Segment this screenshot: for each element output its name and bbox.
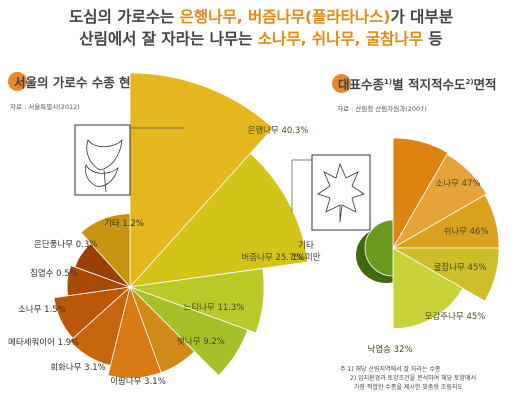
right-chart-title: 대표수종1)별 적지적수도2)면적 xyxy=(332,74,497,95)
slice-label-소나무: 소나무 47% xyxy=(435,179,480,189)
slice-소나무 xyxy=(392,137,449,250)
headline-text: 가 대부분 xyxy=(390,8,453,26)
slice-낙엽송 xyxy=(392,247,464,330)
slice-label-기타: 기타 1%미만 xyxy=(291,241,320,263)
headline-line-2: 산림에서 잘 자라는 나무는 소나무, 쉬나무, 굴참나무 등 xyxy=(0,28,522,50)
title-bullet-icon xyxy=(8,72,27,91)
slice-벚나무 xyxy=(129,286,249,377)
maple-leaf-illustration xyxy=(291,154,371,231)
footnotes: 주 1) 해당 산림지역에서 잘 자라는 수종 2) 입지환경과 토양조건을 분… xyxy=(340,365,520,392)
footnote-2-cont: 가장 적합한 수종을 제시한 맞춤형 조림지도 xyxy=(354,384,463,391)
left-chart-slices xyxy=(53,72,309,379)
slice-침엽수 xyxy=(66,264,131,297)
slice-label-낙엽송: 낙엽송 32% xyxy=(367,344,412,355)
right-chart-labels: 소나무 47% 쉬나무 46% 굴참나무 45% 모감주나무 45% 낙엽송 32% 기타… xyxy=(291,179,488,355)
left-chart-labels: 은행나무 40.3% 버즘나무 25.7% 느티나무 11.3% 벚나무 9.2% 이팝… xyxy=(8,125,309,387)
slice-label-느티나무: 느티나무 11.3% xyxy=(184,303,245,313)
slice-label-굴참나무: 굴참나무 45% xyxy=(434,263,487,273)
left-chart-title: 서울의 가로수 수종 현황 xyxy=(8,72,142,93)
right-chart-source: 자료 : 산림청 산림자원과(2007) xyxy=(337,105,427,113)
slice-모감주나무 xyxy=(391,247,500,302)
slice-label-버즘나무: 버즘나무 25.7% xyxy=(242,252,303,263)
slice-기타 xyxy=(80,213,131,289)
slice-label-침엽수: 침엽수 0.5% xyxy=(30,268,78,279)
slice-label-기타: 기타 1.2% xyxy=(104,219,144,229)
headline-highlight: 은행나무, 버즘나무(플라타나스) xyxy=(179,8,391,26)
slice-label-은행나무: 은행나무 40.3% xyxy=(248,125,309,136)
slice-버즘나무 xyxy=(128,152,309,288)
slice-label-모감주나무: 모감주나무 45% xyxy=(425,311,486,322)
headline: 도심의 가로수는 은행나무, 버즘나무(플라타나스)가 대부분 산림에서 잘 자… xyxy=(0,6,522,50)
left-chart-source: 자료 : 서울특별시(2012) xyxy=(10,103,80,111)
headline-text: 도심의 가로수는 xyxy=(69,8,180,26)
slice-label-이팝나무: 이팝나무 3.1% xyxy=(110,376,166,387)
slice-label-벚나무: 벚나무 9.2% xyxy=(177,336,225,347)
ginkgo-leaf-illustration xyxy=(74,124,185,196)
slice-label-회화나무: 회화나무 3.1% xyxy=(50,363,106,373)
right-chart-slices xyxy=(364,137,500,330)
slice-메타세쿼이어 xyxy=(69,285,131,366)
headline-text: 등 xyxy=(422,30,443,48)
footnote-1: 주 1) 해당 산림지역에서 잘 자라는 수종 xyxy=(340,366,441,373)
slice-label-쉬나무: 쉬나무 46% xyxy=(443,227,488,237)
slice-은행나무 xyxy=(129,72,274,289)
slice-쉬나무 xyxy=(391,153,488,250)
slice-label-은단풍나무: 은단풍나무 0.3% xyxy=(34,239,97,250)
headline-text: 산림에서 잘 자라는 나무는 xyxy=(79,30,258,48)
slice-기타 xyxy=(364,219,394,277)
headline-highlight: 소나무, 쉬나무, 굴참나무 xyxy=(257,30,423,48)
slice-느티나무 xyxy=(129,267,265,334)
slice-label-소나무: 소나무 1.5% xyxy=(18,305,66,315)
headline-line-1: 도심의 가로수는 은행나무, 버즘나무(플라타나스)가 대부분 xyxy=(0,6,522,28)
title-bullet-icon xyxy=(332,74,351,93)
slice-소나무 xyxy=(53,286,132,339)
slice-label-메타세쿼이어: 메타세쿼이어 1.9% xyxy=(8,337,79,348)
footnote-2: 2) 입지환경과 토양조건을 분석하여 해당 토양에서 xyxy=(350,375,477,382)
slice-회화나무 xyxy=(107,285,162,379)
